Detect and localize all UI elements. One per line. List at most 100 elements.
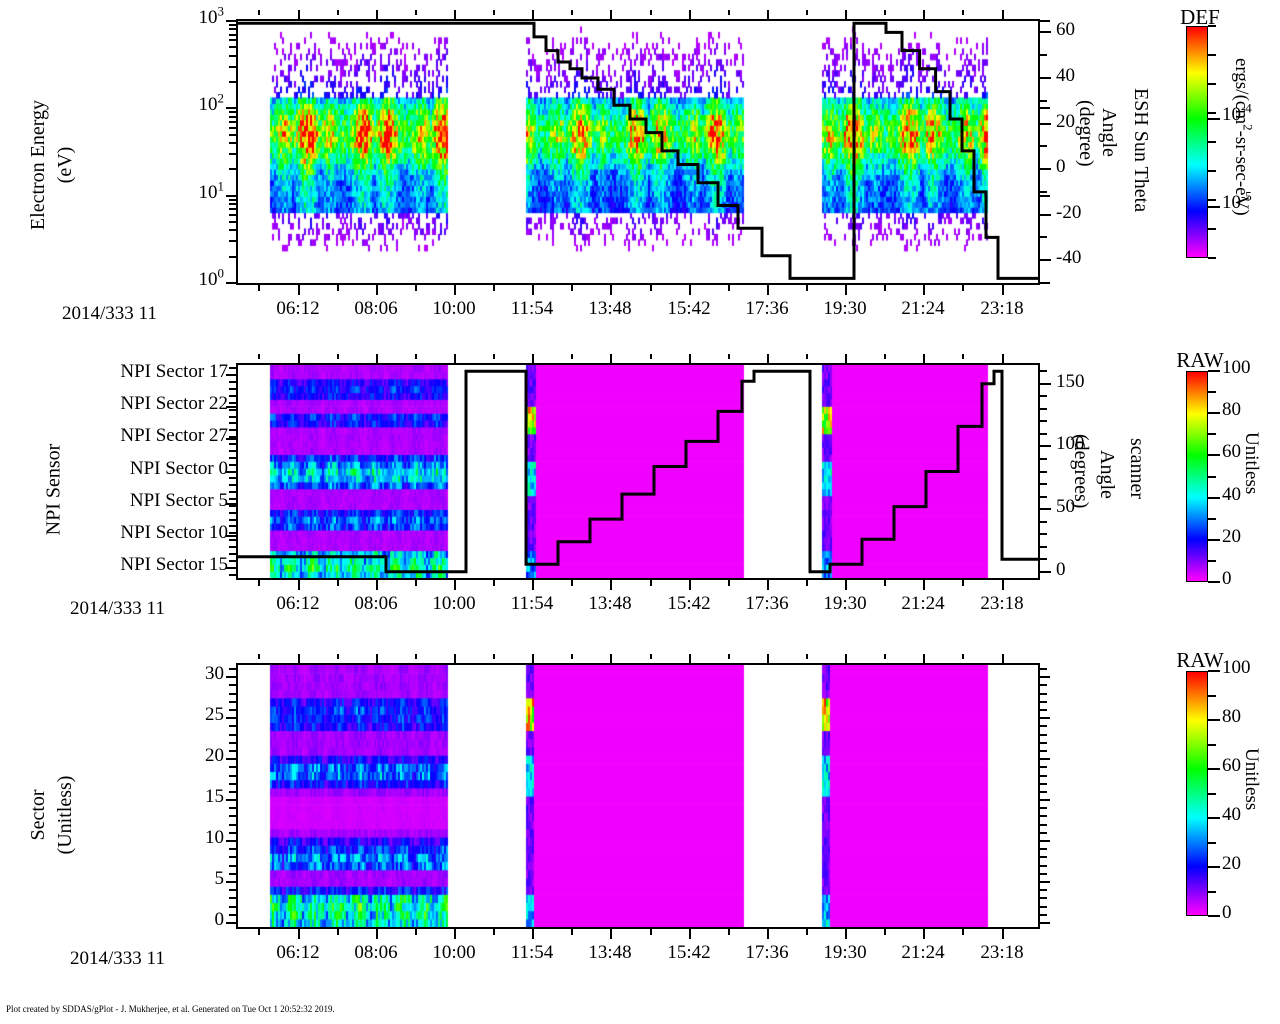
axis-tick bbox=[298, 354, 300, 363]
panel3-plot-frame[interactable] bbox=[236, 663, 1040, 929]
panel1-ylabel-line1: Electron Energy bbox=[27, 99, 49, 231]
axis-tick bbox=[1208, 476, 1216, 478]
axis-tick bbox=[229, 906, 238, 908]
axis-tick bbox=[226, 406, 238, 408]
axis-tick bbox=[728, 10, 730, 15]
axis-tick bbox=[571, 580, 573, 586]
axis-tick bbox=[1038, 571, 1051, 573]
axis-tick bbox=[1038, 873, 1047, 875]
axis-tick bbox=[229, 436, 238, 438]
axis-tick bbox=[689, 354, 691, 363]
axis-tick bbox=[226, 881, 238, 883]
axis-tick bbox=[1038, 145, 1047, 147]
axis-tick-label: -40 bbox=[1056, 247, 1082, 268]
axis-tick bbox=[229, 28, 238, 30]
axis-tick bbox=[884, 10, 886, 15]
axis-tick bbox=[229, 701, 238, 703]
axis-tick-label: 40 bbox=[1222, 484, 1241, 505]
axis-tick-label: NPI Sector 27 bbox=[120, 425, 228, 446]
axis-tick bbox=[229, 381, 238, 383]
axis-tick bbox=[610, 354, 612, 363]
axis-tick bbox=[1038, 458, 1047, 460]
axis-tick-label: 20 bbox=[205, 745, 224, 766]
axis-tick bbox=[1208, 112, 1216, 114]
panel2-plot-frame[interactable] bbox=[236, 363, 1040, 580]
axis-tick bbox=[229, 39, 238, 41]
axis-tick bbox=[650, 10, 652, 15]
axis-tick bbox=[229, 464, 238, 466]
axis-tick bbox=[229, 725, 238, 727]
axis-tick bbox=[229, 66, 238, 68]
axis-tick bbox=[767, 285, 769, 295]
axis-tick-label: 80 bbox=[1222, 399, 1241, 420]
axis-tick bbox=[610, 285, 612, 295]
axis-tick bbox=[1208, 141, 1216, 143]
axis-tick bbox=[415, 580, 417, 586]
axis-tick bbox=[650, 285, 652, 291]
axis-tick-label: 0 bbox=[214, 909, 225, 930]
axis-tick bbox=[229, 734, 238, 736]
axis-tick bbox=[571, 10, 573, 15]
axis-tick bbox=[1038, 676, 1050, 678]
axis-tick bbox=[571, 654, 573, 659]
axis-tick bbox=[728, 929, 730, 935]
axis-tick-label: 40 bbox=[1222, 804, 1241, 825]
axis-tick bbox=[845, 580, 847, 590]
axis-tick-label: 08:06 bbox=[354, 593, 398, 614]
axis-tick bbox=[229, 471, 238, 473]
axis-tick bbox=[1208, 370, 1220, 372]
axis-tick bbox=[1002, 10, 1004, 19]
axis-tick bbox=[1038, 395, 1047, 397]
panel3-spectrogram bbox=[238, 665, 1038, 927]
axis-tick bbox=[226, 20, 238, 22]
axis-tick-label: 13:48 bbox=[588, 593, 632, 614]
axis-tick bbox=[337, 929, 339, 935]
panel2-colorbar[interactable] bbox=[1186, 371, 1208, 582]
axis-tick bbox=[226, 717, 238, 719]
axis-tick bbox=[1038, 783, 1047, 785]
axis-tick bbox=[229, 775, 238, 777]
axis-tick bbox=[1038, 168, 1051, 170]
axis-tick bbox=[229, 367, 238, 369]
axis-tick bbox=[806, 10, 808, 15]
axis-tick bbox=[229, 693, 238, 695]
axis-tick-label: 20 bbox=[1056, 111, 1075, 132]
axis-tick bbox=[1208, 518, 1216, 520]
panel1-colorbar[interactable] bbox=[1186, 26, 1208, 258]
axis-tick bbox=[923, 285, 925, 295]
axis-tick-label: 100 bbox=[1056, 433, 1085, 454]
axis-tick bbox=[229, 142, 238, 144]
axis-tick bbox=[1038, 717, 1050, 719]
axis-tick bbox=[767, 929, 769, 939]
axis-tick bbox=[532, 580, 534, 590]
axis-tick-label: 10:00 bbox=[432, 942, 476, 963]
axis-tick bbox=[806, 285, 808, 291]
axis-tick bbox=[962, 10, 964, 15]
axis-tick bbox=[689, 654, 691, 663]
panel3-colorbar[interactable] bbox=[1186, 671, 1208, 916]
axis-tick bbox=[226, 535, 238, 537]
axis-tick-label: 30 bbox=[205, 663, 224, 684]
axis-tick bbox=[728, 285, 730, 291]
axis-tick-label: 17:36 bbox=[745, 298, 789, 319]
axis-tick bbox=[1038, 471, 1047, 473]
axis-tick bbox=[1208, 412, 1220, 414]
panel3-colorbar-title: RAW bbox=[1176, 648, 1224, 672]
axis-tick-label: 10-5 bbox=[1222, 188, 1252, 213]
axis-tick bbox=[229, 34, 238, 36]
panel1-plot-frame[interactable] bbox=[236, 19, 1040, 285]
axis-tick-label: 21:24 bbox=[901, 942, 945, 963]
axis-tick bbox=[923, 929, 925, 939]
axis-tick bbox=[845, 285, 847, 295]
axis-tick bbox=[454, 580, 456, 590]
axis-tick-label: 23:18 bbox=[980, 298, 1024, 319]
axis-tick bbox=[1208, 695, 1216, 697]
axis-tick bbox=[571, 285, 573, 291]
axis-tick-label: 15:42 bbox=[667, 593, 711, 614]
axis-tick bbox=[258, 654, 260, 659]
axis-tick-label: 80 bbox=[1222, 706, 1241, 727]
panel3-colorbar-unit: Unitless bbox=[1241, 748, 1262, 811]
axis-tick bbox=[1038, 100, 1047, 102]
axis-tick bbox=[962, 354, 964, 359]
axis-tick-label: NPI Sector 5 bbox=[129, 490, 228, 511]
